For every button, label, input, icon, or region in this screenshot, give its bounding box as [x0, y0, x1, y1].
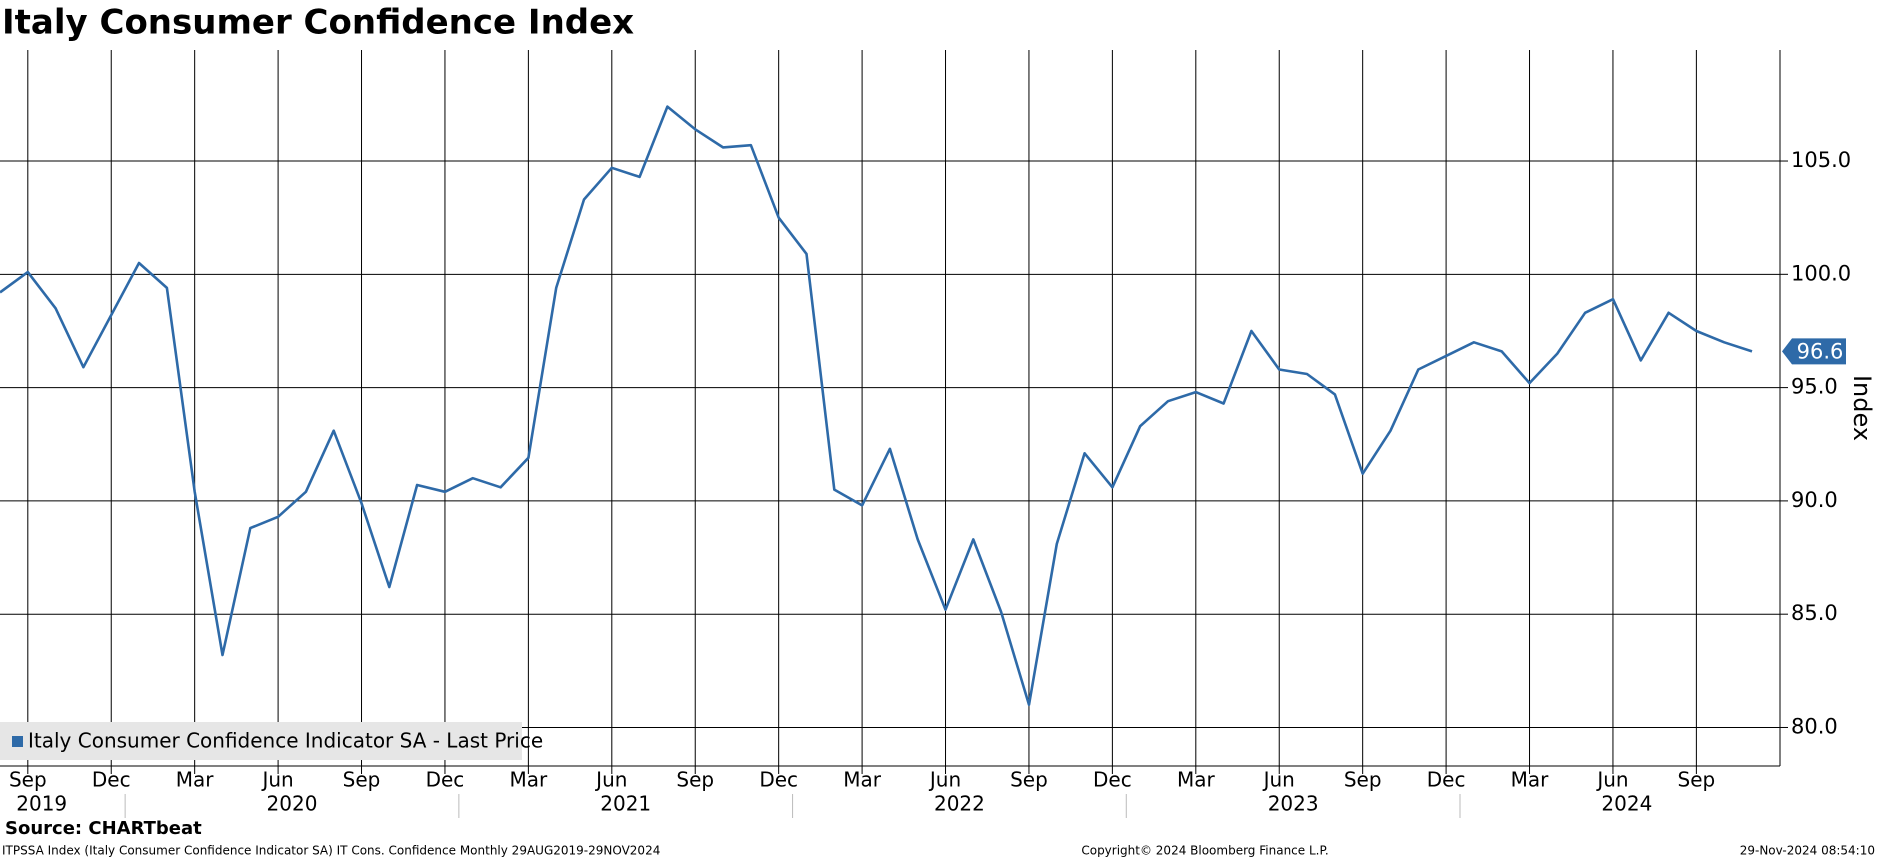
x-tick-label: Sep: [1010, 768, 1048, 792]
x-tick-label: Mar: [510, 768, 549, 792]
x-year-label: 2022: [934, 792, 985, 816]
series-line: [0, 105, 1753, 707]
chart-title: Italy Consumer Confidence Index: [2, 3, 634, 43]
x-tick-label: Sep: [9, 768, 47, 792]
x-tick-label: Sep: [1344, 768, 1382, 792]
x-tick-label: Sep: [676, 768, 714, 792]
x-tick-label: Sep: [343, 768, 381, 792]
legend-label: Italy Consumer Confidence Indicator SA -…: [28, 729, 543, 753]
footer-left: ITPSSA Index (Italy Consumer Confidence …: [2, 844, 660, 858]
x-tick-label: Dec: [1427, 768, 1466, 792]
y-tick-label: 100.0: [1791, 261, 1851, 285]
y-tick-label: 95.0: [1791, 375, 1838, 399]
source: Source: CHARTbeat: [5, 818, 202, 839]
y-tick-label: 80.0: [1791, 714, 1838, 738]
last-price-tag: [1782, 338, 1846, 365]
legend: Italy Consumer Confidence Indicator SA -…: [0, 722, 543, 760]
legend-swatch: [12, 736, 23, 747]
x-tick-label: Jun: [260, 768, 293, 792]
footer-right: 29-Nov-2024 08:54:10: [1740, 844, 1875, 858]
x-tick-label: Mar: [1177, 768, 1216, 792]
x-tick-label: Jun: [1595, 768, 1628, 792]
x-year-label: 2024: [1601, 792, 1652, 816]
x-tick-label: Sep: [1678, 768, 1716, 792]
x-tick-label: Dec: [92, 768, 131, 792]
footer-center: Copyright© 2024 Bloomberg Finance L.P.: [1081, 844, 1328, 858]
x-tick-label: Dec: [426, 768, 465, 792]
x-tick-label: Mar: [843, 768, 882, 792]
x-tick-label: Jun: [594, 768, 627, 792]
x-tick-label: Mar: [176, 768, 215, 792]
legend-box: [0, 722, 522, 760]
x-tick-label: Dec: [759, 768, 798, 792]
y-tick-label: 85.0: [1791, 601, 1838, 625]
x-year-label: 2021: [600, 792, 651, 816]
x-year-label: 2023: [1268, 792, 1319, 816]
x-year-label: 2020: [267, 792, 318, 816]
x-tick-label: Jun: [928, 768, 961, 792]
x-year-label: 2019: [16, 792, 67, 816]
y-tick-label: 105.0: [1791, 148, 1851, 172]
y-axis-label: Index: [1848, 375, 1876, 441]
last-price-label: 96.6: [1797, 339, 1844, 363]
x-tick-label: Dec: [1093, 768, 1132, 792]
y-tick-label: 90.0: [1791, 488, 1838, 512]
x-tick-label: Mar: [1511, 768, 1550, 792]
x-tick-label: Jun: [1262, 768, 1295, 792]
